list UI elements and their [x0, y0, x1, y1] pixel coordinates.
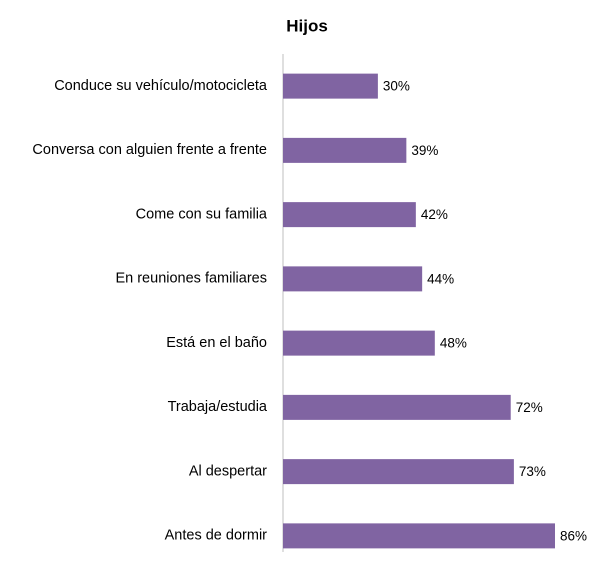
- data-label: 73%: [519, 464, 546, 479]
- data-label: 39%: [411, 143, 438, 158]
- category-label: Trabaja/estudia: [168, 399, 268, 415]
- data-label: 42%: [421, 207, 448, 222]
- data-label: 44%: [427, 271, 454, 286]
- category-label: En reuniones familiares: [115, 271, 267, 287]
- category-label: Conduce su vehículo/motocicleta: [54, 78, 268, 94]
- chart-title: Hijos: [286, 16, 328, 35]
- category-label: Conversa con alguien frente a frente: [32, 142, 267, 158]
- bar: [283, 523, 555, 549]
- bar: [283, 266, 423, 292]
- bar: [283, 202, 416, 228]
- bar: [283, 394, 511, 420]
- bar: [283, 137, 407, 163]
- data-label: 72%: [516, 400, 543, 415]
- category-label: Está en el baño: [166, 335, 267, 351]
- data-label: 48%: [440, 336, 467, 351]
- category-label: Antes de dormir: [165, 528, 268, 544]
- category-label: Al despertar: [189, 463, 267, 479]
- bar: [283, 459, 514, 485]
- bar: [283, 330, 435, 356]
- category-label: Come con su familia: [136, 206, 268, 222]
- data-label: 86%: [560, 528, 587, 543]
- bar: [283, 73, 378, 99]
- data-label: 30%: [383, 79, 410, 94]
